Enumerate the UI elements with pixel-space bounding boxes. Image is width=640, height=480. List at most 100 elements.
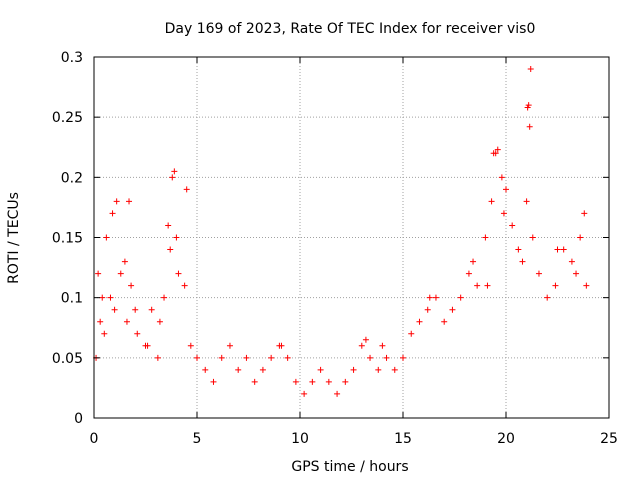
x-tick-label: 25 [600, 431, 618, 447]
roti-point [202, 366, 209, 373]
roti-point [161, 294, 168, 301]
roti-point [500, 210, 507, 217]
y-tick-label: 0.3 [61, 50, 83, 66]
x-tick-label: 5 [193, 431, 202, 447]
roti-point [552, 282, 559, 289]
roti-point [103, 234, 110, 241]
roti-point [449, 306, 456, 313]
roti-point [474, 282, 481, 289]
roti-point [165, 222, 172, 229]
roti-point [148, 306, 155, 313]
roti-point [568, 258, 575, 265]
roti-point [526, 123, 533, 130]
roti-point [488, 198, 495, 205]
roti-point [515, 246, 522, 253]
roti-point [583, 282, 590, 289]
roti-point [99, 294, 106, 301]
roti-point [379, 342, 386, 349]
roti-point [235, 366, 242, 373]
roti-point [97, 318, 104, 325]
roti-point [509, 222, 516, 229]
roti-point [109, 210, 116, 217]
y-tick-label: 0.1 [61, 291, 83, 307]
chart-title: Day 169 of 2023, Rate Of TEC Index for r… [165, 21, 536, 37]
roti-point [400, 354, 406, 361]
roti-point [123, 318, 130, 325]
roti-point [334, 390, 341, 397]
roti-point [383, 354, 390, 361]
roti-point [111, 306, 118, 313]
roti-point [101, 330, 108, 337]
roti-point [173, 234, 180, 241]
grid-lines [94, 57, 609, 418]
roti-point [581, 210, 588, 217]
x-tick-label: 15 [394, 431, 412, 447]
roti-point [181, 282, 188, 289]
x-tick-labels: 0 5 10 15 20 25 [90, 431, 618, 447]
roti-point [117, 270, 124, 277]
x-axis-label: GPS time / hours [291, 459, 408, 475]
data-points [93, 66, 590, 397]
roti-point [325, 378, 332, 385]
x-tick-label: 20 [497, 431, 515, 447]
roti-point [342, 378, 349, 385]
x-tick-label: 10 [291, 431, 309, 447]
y-tick-labels: 0 0.05 0.1 0.15 0.2 0.25 0.3 [52, 50, 83, 427]
roti-point [259, 366, 266, 373]
roti-point [309, 378, 316, 385]
roti-point [243, 354, 250, 361]
roti-point [408, 330, 415, 337]
roti-point [128, 282, 135, 289]
roti-point [519, 258, 526, 265]
roti-point [391, 366, 398, 373]
roti-point [498, 174, 505, 181]
roti-point [113, 198, 120, 205]
y-tick-label: 0.2 [61, 170, 83, 186]
roti-point [134, 330, 141, 337]
roti-point [226, 342, 233, 349]
roti-point [432, 294, 439, 301]
roti-point [482, 234, 489, 241]
roti-point [350, 366, 357, 373]
roti-point [529, 234, 536, 241]
roti-point [524, 104, 531, 111]
roti-point [107, 294, 114, 301]
roti-point [426, 294, 433, 301]
y-axis-label: ROTI / TECUs [6, 192, 22, 284]
y-tick-label: 0.15 [52, 231, 83, 247]
roti-point [278, 342, 285, 349]
roti-point [367, 354, 374, 361]
roti-point [251, 378, 258, 385]
roti-point [503, 186, 509, 193]
roti-point [171, 168, 178, 175]
roti-point [490, 150, 497, 157]
roti-point [465, 270, 472, 277]
roti-point [144, 342, 151, 349]
axis-ticks [93, 56, 610, 419]
roti-point [167, 246, 174, 253]
roti-point [156, 318, 163, 325]
roti-point [457, 294, 464, 301]
roti-point [544, 294, 551, 301]
roti-point [268, 354, 275, 361]
roti-point [577, 234, 584, 241]
x-tick-label: 0 [90, 431, 99, 447]
roti-point [301, 390, 308, 397]
roti-point [560, 246, 567, 253]
roti-point [187, 342, 194, 349]
roti-point [573, 270, 580, 277]
roti-point [535, 270, 542, 277]
roti-point [554, 246, 561, 253]
roti-point [484, 282, 491, 289]
y-tick-label: 0.05 [52, 351, 83, 367]
roti-point [121, 258, 128, 265]
roti-point [210, 378, 217, 385]
roti-point [470, 258, 477, 265]
roti-point [154, 354, 161, 361]
roti-point [494, 146, 501, 153]
roti-point [416, 318, 423, 325]
roti-point [126, 198, 133, 205]
roti-point [132, 306, 139, 313]
roti-point [375, 366, 382, 373]
